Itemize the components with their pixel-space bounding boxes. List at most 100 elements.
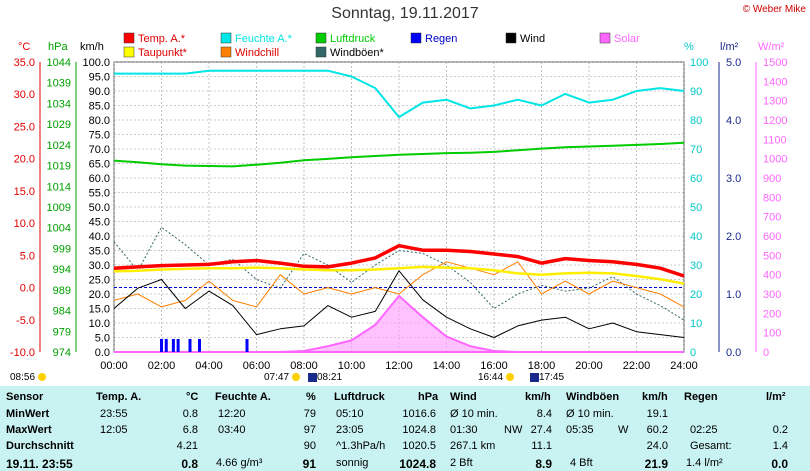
solar-tick: 1000 [763, 154, 787, 166]
series-taupunkt [113, 265, 685, 285]
time-tick: 24:00 [670, 360, 698, 372]
chart-axes: 35.0 30.0 25.0 20.0 15.0 10.0 5.0 0.0 -5.0 -10.0 1… [10, 41, 788, 372]
hdr-hum-unit: % [306, 391, 316, 403]
hpa-tick: 1029 [47, 119, 71, 131]
current-wind-bft: 2 Bft [450, 457, 473, 469]
max-temp-time: 12:05 [100, 424, 128, 436]
solar-tick: 900 [763, 173, 781, 185]
timeline-sunset: 16:44 [478, 372, 514, 383]
unit-temp: °C [18, 41, 30, 53]
legend-label: Windböen* [330, 47, 385, 59]
series-feuchte [114, 69, 685, 119]
temp-tick: -5.0 [16, 315, 35, 327]
rain-bar [198, 339, 201, 352]
rain-tick: 5.0 [726, 57, 741, 69]
solar-tick: 100 [763, 328, 781, 340]
stats-table: Sensor Temp. A. °C Feuchte A. % Luftdruc… [0, 386, 810, 471]
max-wind-time: 01:30 [450, 424, 478, 436]
kmh-tick: 10.0 [89, 318, 110, 330]
hpa-tick: 984 [53, 306, 71, 318]
unit-pct: % [684, 41, 694, 53]
pct-tick: 20 [690, 289, 702, 301]
moonrise-icon [308, 372, 317, 382]
kmh-tick: 60.0 [89, 173, 110, 185]
solar-tick: 800 [763, 192, 781, 204]
max-temp-value: 6.8 [182, 424, 198, 436]
avg-temp-value: 4.21 [176, 440, 198, 452]
solar-tick: 600 [763, 231, 781, 243]
time-tick: 06:00 [243, 360, 271, 372]
hpa-tick: 994 [53, 264, 71, 276]
time-tick: 18:00 [528, 360, 556, 372]
page-title: Sonntag, 19.11.2017 [331, 5, 479, 22]
pct-tick: 100 [690, 57, 708, 69]
legend-label: Solar [614, 33, 640, 45]
temp-tick: -10.0 [10, 347, 35, 359]
avg-rain-label: Gesamt: [690, 440, 732, 452]
chart-series [113, 69, 685, 353]
rain-tick: 2.0 [726, 231, 741, 243]
solar-tick: 1200 [763, 115, 787, 127]
max-hum-time: 03:40 [218, 424, 246, 436]
timeline-moonset: 17:45 [530, 372, 564, 383]
hdr-pres: Luftdruck [334, 391, 385, 403]
pct-tick: 0 [690, 347, 696, 359]
legend-label: Windchill [235, 47, 279, 59]
hdr-sensor: Sensor [6, 391, 44, 403]
max-rain-value: 0.2 [772, 424, 788, 436]
hdr-pres-unit: hPa [418, 391, 439, 403]
temp-tick: 20.0 [14, 154, 35, 166]
rain-bar [245, 339, 249, 352]
legend-label: Feuchte A.* [235, 33, 293, 45]
current-pressure: 1024.8 [399, 457, 436, 471]
time-tick: 02:00 [148, 360, 176, 372]
avg-wind-distance: 267.1 km [450, 440, 496, 452]
solar-tick: 300 [763, 289, 781, 301]
kmh-tick: 35.0 [89, 246, 110, 258]
solar-tick: 700 [763, 212, 781, 224]
rain-bar [188, 339, 192, 352]
min-hum-value: 79 [303, 408, 316, 420]
rain-bar [171, 339, 175, 352]
series-temp [113, 243, 685, 278]
solar-tick: 1500 [763, 57, 787, 69]
solar-tick: 1300 [763, 96, 787, 108]
solar-tick: 200 [763, 308, 781, 320]
legend-swatch [220, 32, 232, 44]
legend-swatch [220, 46, 232, 58]
hdr-wind-unit: km/h [525, 391, 551, 403]
hpa-tick: 1024 [47, 140, 71, 152]
max-pres-time: 23:05 [336, 424, 364, 436]
max-wind-dir: NW [504, 424, 523, 436]
pct-tick: 40 [690, 231, 702, 243]
min-gust-value: 19.1 [646, 408, 668, 420]
series-wind [113, 270, 685, 338]
legend-label: Taupunkt* [138, 47, 188, 59]
max-hum-value: 97 [303, 424, 316, 436]
pct-tick: 30 [690, 260, 702, 272]
time-tick: 04:00 [195, 360, 223, 372]
legend-swatch [315, 32, 327, 44]
kmh-tick: 85.0 [89, 101, 110, 113]
sunset-icon [505, 373, 514, 382]
hpa-tick: 989 [53, 285, 71, 297]
legend-swatch [123, 46, 135, 58]
current-humidity: 91 [302, 457, 316, 471]
hpa-tick: 1019 [47, 161, 71, 173]
min-hum-time: 12:20 [218, 408, 246, 420]
solar-tick: 1400 [763, 76, 787, 88]
kmh-tick: 30.0 [89, 260, 110, 272]
pct-tick: 60 [690, 173, 702, 185]
unit-kmh: km/h [80, 41, 104, 53]
hdr-rain-unit: l/m² [766, 391, 786, 403]
kmh-tick: 65.0 [89, 159, 110, 171]
min-wind-time: Ø 10 min. [450, 408, 498, 420]
current-rain: 0.0 [771, 457, 788, 471]
hpa-tick: 979 [53, 326, 71, 338]
time-tick: 14:00 [433, 360, 461, 372]
kmh-tick: 100.0 [82, 57, 110, 69]
current-temp: 0.8 [181, 457, 198, 471]
row-max-label: MaxWert [6, 424, 52, 436]
rain-tick: 1.0 [726, 289, 741, 301]
temp-tick: 0.0 [20, 283, 35, 295]
